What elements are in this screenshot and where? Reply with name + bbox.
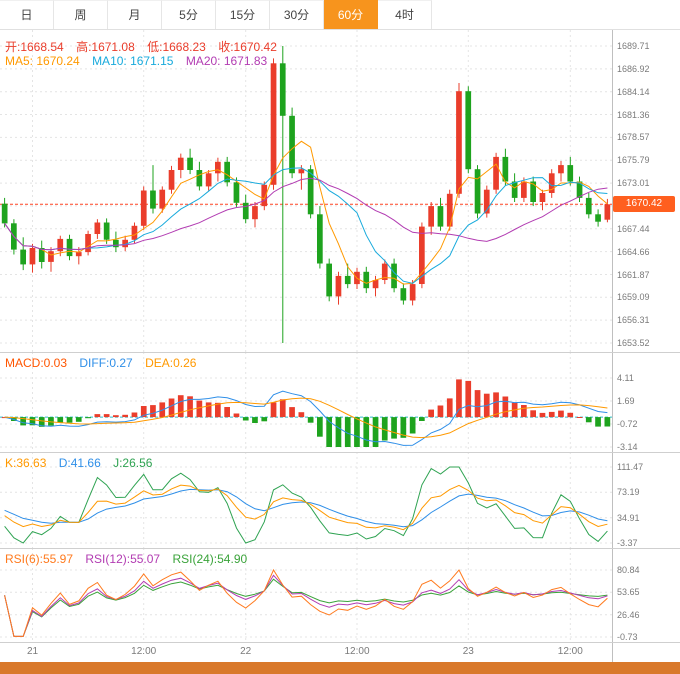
pane-divider [0, 352, 680, 353]
axis-label: 1.69 [617, 396, 635, 406]
low-value: 低:1668.23 [147, 40, 206, 54]
axis-label: 1675.79 [617, 155, 650, 166]
rsi-readout: RSI(6):55.97 RSI(12):55.07 RSI(24):54.90 [5, 552, 256, 566]
ma-readout: MA5: 1670.24 MA10: 1671.15 MA20: 1671.83 [5, 54, 276, 68]
time-label: 12:00 [131, 646, 157, 657]
open-value: 开:1668.54 [5, 40, 64, 54]
last-price-badge: 1670.42 [613, 196, 675, 213]
time-label: 22 [240, 646, 252, 657]
axis-label: 1664.66 [617, 246, 650, 257]
chart-area: 1689.71 1686.92 1684.14 1681.36 1678.57 1675.… [0, 30, 680, 674]
axis-label: 1686.92 [617, 63, 650, 74]
axis-label: -0.73 [617, 632, 638, 642]
timeframe-tabbar: 日 周 月 5分 15分 30分 60分 4时 [0, 0, 680, 30]
time-label: 12:00 [344, 646, 370, 657]
macd-value: MACD:0.03 [5, 356, 68, 370]
ma5-value: MA5: 1670.24 [5, 54, 80, 68]
macd-readout: MACD:0.03 DIFF:0.27 DEA:0.26 [5, 356, 205, 370]
rsi6-value: RSI(6):55.97 [5, 552, 74, 566]
kdj-pane[interactable] [0, 452, 612, 548]
time-axis: 21 12:00 22 12:00 23 12:00 [0, 642, 612, 662]
axis-label: 1656.31 [617, 315, 650, 326]
high-value: 高:1671.08 [76, 40, 135, 54]
axis-label: 1661.87 [617, 269, 650, 280]
rsi-pane[interactable] [0, 548, 612, 642]
k-value: K:36.63 [5, 456, 47, 470]
axis-label: -0.72 [617, 419, 638, 429]
axis-label: 1681.36 [617, 109, 650, 120]
rsi24-value: RSI(24):54.90 [172, 552, 248, 566]
tab-day[interactable]: 日 [0, 0, 54, 29]
axis-label: 1659.09 [617, 292, 650, 303]
kdj-readout: K:36.63 D:41.66 J:26.56 [5, 456, 161, 470]
pane-divider [0, 548, 680, 549]
axis-label: 1673.01 [617, 178, 650, 189]
axis-label: 1667.44 [617, 223, 650, 234]
time-label: 21 [26, 646, 39, 657]
tab-60min[interactable]: 60分 [324, 0, 378, 29]
time-label: 12:00 [557, 646, 583, 657]
candlestick-pane[interactable] [0, 30, 612, 352]
axis-label: 1689.71 [617, 41, 650, 51]
diff-value: DIFF:0.27 [79, 356, 133, 370]
ma10-value: MA10: 1671.15 [92, 54, 174, 68]
time-label: 23 [462, 646, 474, 657]
bottom-bar [0, 662, 680, 674]
tab-week[interactable]: 周 [54, 0, 108, 29]
axis-label: 4.11 [617, 373, 634, 383]
rsi12-value: RSI(12):55.07 [85, 552, 161, 566]
axis-label: 80.84 [617, 565, 640, 575]
pane-divider [0, 642, 680, 643]
axis-label: 111.47 [617, 462, 644, 472]
axis-label: 1684.14 [617, 86, 650, 97]
d-value: D:41.66 [58, 456, 101, 470]
axis-label: 26.46 [617, 609, 640, 620]
close-value: 收:1670.42 [218, 40, 277, 54]
axis-label: 1678.57 [617, 132, 650, 143]
axis-label: 34.91 [617, 512, 640, 523]
tab-month[interactable]: 月 [108, 0, 162, 29]
tab-5min[interactable]: 5分 [162, 0, 216, 29]
ma20-value: MA20: 1671.83 [185, 54, 268, 68]
macd-pane[interactable] [0, 352, 612, 452]
axis-label: 1653.52 [617, 338, 650, 348]
j-value: J:26.56 [113, 456, 153, 470]
tab-4hour[interactable]: 4时 [378, 0, 432, 29]
axis-label: -3.14 [617, 442, 638, 452]
tab-15min[interactable]: 15分 [216, 0, 270, 29]
axis-label: -3.37 [617, 538, 638, 548]
ohlc-readout: 开:1668.54 高:1671.08 低:1668.23 收:1670.42 [5, 38, 286, 55]
dea-value: DEA:0.26 [145, 356, 197, 370]
axis-label: 73.19 [617, 487, 640, 498]
pane-divider [0, 452, 680, 453]
axis-label: 53.65 [617, 587, 640, 598]
price-axis-column: 1689.71 1686.92 1684.14 1681.36 1678.57 1675.… [612, 30, 679, 662]
tab-30min[interactable]: 30分 [270, 0, 324, 29]
